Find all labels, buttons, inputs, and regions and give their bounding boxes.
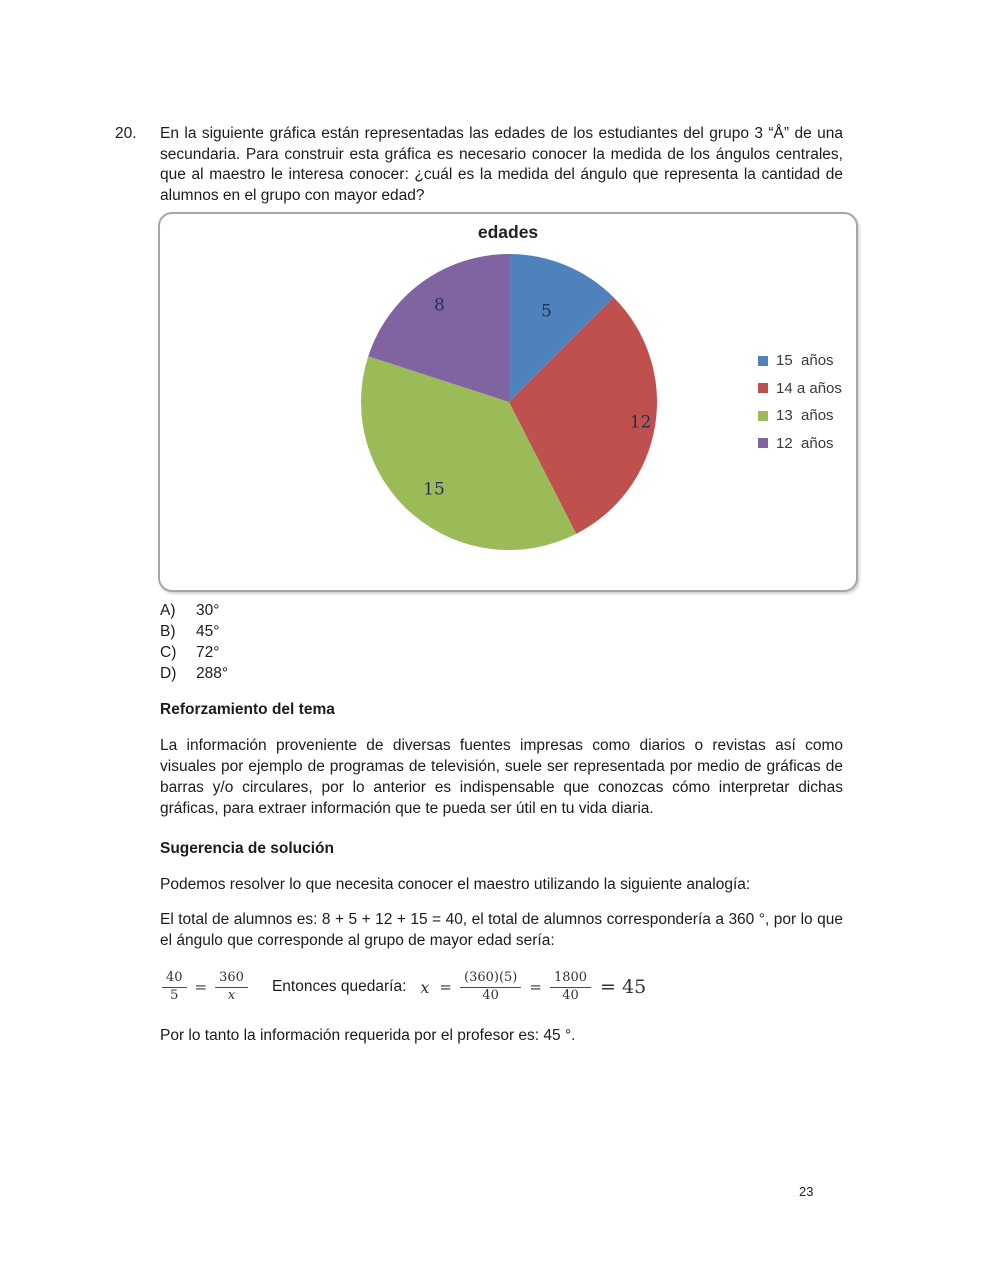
fraction-360-x: 360 x (215, 970, 248, 1004)
legend-item: 12 años (758, 435, 842, 452)
formula-row: 40 5 = 360 x Entonces quedaría: x = (360… (162, 966, 990, 1008)
option-value: 72° (196, 644, 220, 661)
page-number: 23 (799, 1184, 814, 1199)
pie-data-label: 15 (423, 479, 445, 499)
legend-label: 12 años (776, 434, 834, 452)
option-letter: B) (160, 623, 176, 640)
answer-options: A) 30° B) 45° C) 72° D) 288° (160, 600, 990, 684)
legend-item: 14 a años (758, 380, 842, 397)
chart-legend: 15 años 14 a años 13 años 12 años (758, 352, 842, 462)
fraction-1800-40: 1800 40 (549, 970, 592, 1004)
option-row-b: B) 45° (160, 621, 990, 642)
pie-slice-0 (509, 254, 614, 402)
option-value: 288° (196, 665, 229, 682)
pie-chart: 5 12 15 8 (360, 254, 657, 551)
option-letter: C) (160, 644, 177, 661)
fraction-360x5-40: (360)(5) 40 (460, 970, 522, 1004)
pie-data-label: 12 (630, 412, 652, 432)
fraction-40-5: 40 5 (162, 970, 187, 1004)
equals-sign: = (194, 978, 208, 996)
suggestion-intro-paragraph: Podemos resolver lo que necesita conocer… (160, 876, 751, 893)
option-row-c: C) 72° (160, 642, 990, 663)
option-value: 30° (196, 602, 220, 619)
equals-sign: = (529, 978, 542, 996)
legend-item: 13 años (758, 407, 842, 424)
formula-connector-text: Entonces quedaría: (271, 978, 407, 995)
option-row-a: A) 30° (160, 600, 990, 621)
section-heading-sugerencia: Sugerencia de solución (160, 840, 334, 857)
option-row-d: D) 288° (160, 663, 990, 684)
pie-slice-1 (509, 297, 657, 534)
pie-slice-2 (360, 356, 577, 551)
pie-slice-3 (368, 254, 509, 402)
legend-marker-icon (758, 410, 768, 421)
legend-marker-icon (758, 383, 768, 393)
legend-marker-icon (758, 438, 768, 448)
option-letter: D) (160, 665, 177, 682)
legend-label: 13 años (776, 407, 834, 424)
legend-label: 15 años (776, 352, 834, 369)
conclusion-paragraph: Por lo tanto la información requerida po… (160, 1027, 576, 1044)
question-text: En la siguiente gráfica están representa… (160, 125, 843, 204)
chart-title: edades (477, 222, 539, 242)
totals-paragraph: El total de alumnos es: 8 + 5 + 12 + 15 … (160, 911, 843, 949)
option-letter: A) (160, 602, 176, 619)
legend-item: 15 años (758, 352, 842, 369)
formula-result: = 45 (600, 976, 647, 998)
legend-marker-icon (758, 355, 768, 366)
x-variable: x (420, 977, 430, 997)
question-number: 20. (115, 125, 137, 142)
chart-card: edades 5 12 15 8 15 años 14 a años 13 años … (158, 212, 858, 592)
pie-svg: 5 12 15 8 (360, 254, 657, 551)
legend-label: 14 a años (776, 379, 842, 397)
pie-data-label: 5 (541, 301, 552, 321)
question-block: 20. En la siguiente gráfica están repres… (0, 0, 990, 206)
reinforcement-paragraph: La información proveniente de diversas f… (160, 737, 843, 817)
option-value: 45° (196, 623, 220, 640)
pie-data-label: 8 (434, 296, 445, 316)
section-heading-reforzamiento: Reforzamiento del tema (160, 701, 335, 718)
equals-sign: = (439, 978, 452, 996)
